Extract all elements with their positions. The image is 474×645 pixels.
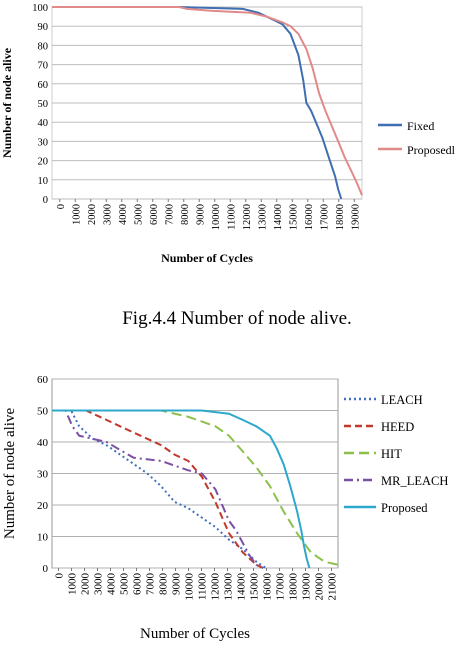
series-line-hit bbox=[52, 409, 339, 566]
y-tick-label: 10 bbox=[38, 176, 49, 187]
x-tick-label: 13000 bbox=[257, 204, 268, 230]
x-tick-label: 12000 bbox=[210, 573, 222, 601]
x-tick-label: 4000 bbox=[118, 204, 129, 225]
y-tick-label: 30 bbox=[37, 469, 49, 481]
series-line-proposed bbox=[52, 409, 311, 569]
x-tick-label: 7000 bbox=[164, 204, 175, 225]
y-tick-label: 40 bbox=[38, 118, 49, 129]
legend-label-proposed: Proposed bbox=[381, 501, 428, 515]
x-tick-label: 17000 bbox=[275, 573, 287, 601]
x-tick-label: 3000 bbox=[102, 204, 113, 225]
x-tick-label: 6000 bbox=[149, 204, 160, 225]
x-tick-label: 17000 bbox=[319, 204, 330, 230]
series-line-heed bbox=[52, 409, 264, 569]
y-tick-label: 0 bbox=[43, 195, 48, 206]
y-tick-label: 20 bbox=[37, 500, 49, 512]
x-tick-label: 3000 bbox=[93, 573, 105, 596]
x-tick-label: 16000 bbox=[304, 204, 315, 230]
x-tick-label: 11000 bbox=[226, 204, 237, 230]
y-tick-label: 60 bbox=[38, 80, 49, 91]
legend-label-hit: HIT bbox=[381, 447, 402, 461]
legend-label-heed: HEED bbox=[381, 420, 414, 434]
x-tick-label: 6000 bbox=[132, 573, 144, 596]
y-tick-label: 50 bbox=[38, 99, 49, 110]
x-tick-label: 21000 bbox=[327, 573, 339, 601]
legend-label-proposedl: Proposedl bbox=[407, 143, 456, 157]
series-line-mr-leach bbox=[52, 409, 264, 569]
x-tick-label: 20000 bbox=[314, 573, 326, 601]
y-tick-label: 30 bbox=[38, 137, 49, 148]
x-tick-label: 5000 bbox=[133, 204, 144, 225]
x-axis-label: Number of Cycles bbox=[161, 251, 253, 265]
y-tick-label: 0 bbox=[43, 563, 49, 575]
x-tick-label: 12000 bbox=[242, 204, 253, 230]
legend-label-mr-leach: MR_LEACH bbox=[381, 474, 448, 488]
x-tick-label: 14000 bbox=[273, 204, 284, 230]
y-axis-label: Number of node alive bbox=[0, 47, 14, 158]
y-tick-label: 90 bbox=[38, 22, 49, 33]
x-tick-label: 7000 bbox=[145, 573, 157, 596]
x-tick-label: 11000 bbox=[197, 573, 209, 601]
y-tick-label: 10 bbox=[37, 532, 49, 544]
x-tick-label: 9000 bbox=[171, 573, 183, 596]
x-tick-label: 10000 bbox=[184, 573, 196, 601]
x-tick-label: 15000 bbox=[249, 573, 261, 601]
x-tick-label: 14000 bbox=[236, 573, 248, 601]
series-line-fixed bbox=[52, 6, 343, 200]
y-tick-label: 100 bbox=[32, 3, 48, 14]
x-tick-label: 15000 bbox=[288, 204, 299, 230]
y-tick-label: 80 bbox=[38, 41, 49, 52]
x-tick-label: 0 bbox=[56, 204, 67, 209]
series-line-proposedl bbox=[52, 6, 363, 196]
x-tick-label: 13000 bbox=[223, 573, 235, 601]
y-tick-label: 60 bbox=[37, 374, 49, 386]
y-tick-label: 20 bbox=[38, 157, 49, 168]
legend-label-leach: LEACH bbox=[381, 393, 423, 407]
y-tick-label: 40 bbox=[37, 437, 49, 449]
y-axis-label: Number of node alive bbox=[2, 408, 18, 540]
legend-label-fixed: Fixed bbox=[407, 119, 434, 133]
x-axis-label: Number of Cycles bbox=[140, 626, 250, 642]
series-line-leach bbox=[52, 409, 267, 569]
x-tick-label: 2000 bbox=[87, 204, 98, 225]
y-tick-label: 50 bbox=[37, 406, 49, 418]
x-tick-label: 19000 bbox=[350, 204, 361, 230]
x-tick-label: 4000 bbox=[106, 573, 118, 596]
x-tick-label: 2000 bbox=[80, 573, 92, 596]
x-tick-label: 8000 bbox=[158, 573, 170, 596]
x-tick-label: 9000 bbox=[195, 204, 206, 225]
x-tick-label: 5000 bbox=[119, 573, 131, 596]
y-tick-label: 70 bbox=[38, 61, 49, 72]
x-tick-label: 19000 bbox=[301, 573, 313, 601]
x-tick-label: 1000 bbox=[67, 573, 79, 596]
figure-caption: Fig.4.4 Number of node alive. bbox=[122, 308, 352, 329]
x-tick-label: 18000 bbox=[335, 204, 346, 230]
x-tick-label: 16000 bbox=[262, 573, 274, 601]
x-tick-label: 8000 bbox=[180, 204, 191, 225]
x-tick-label: 10000 bbox=[211, 204, 222, 230]
x-tick-label: 18000 bbox=[288, 573, 300, 601]
x-tick-label: 0 bbox=[54, 573, 66, 579]
x-tick-label: 1000 bbox=[71, 204, 82, 225]
